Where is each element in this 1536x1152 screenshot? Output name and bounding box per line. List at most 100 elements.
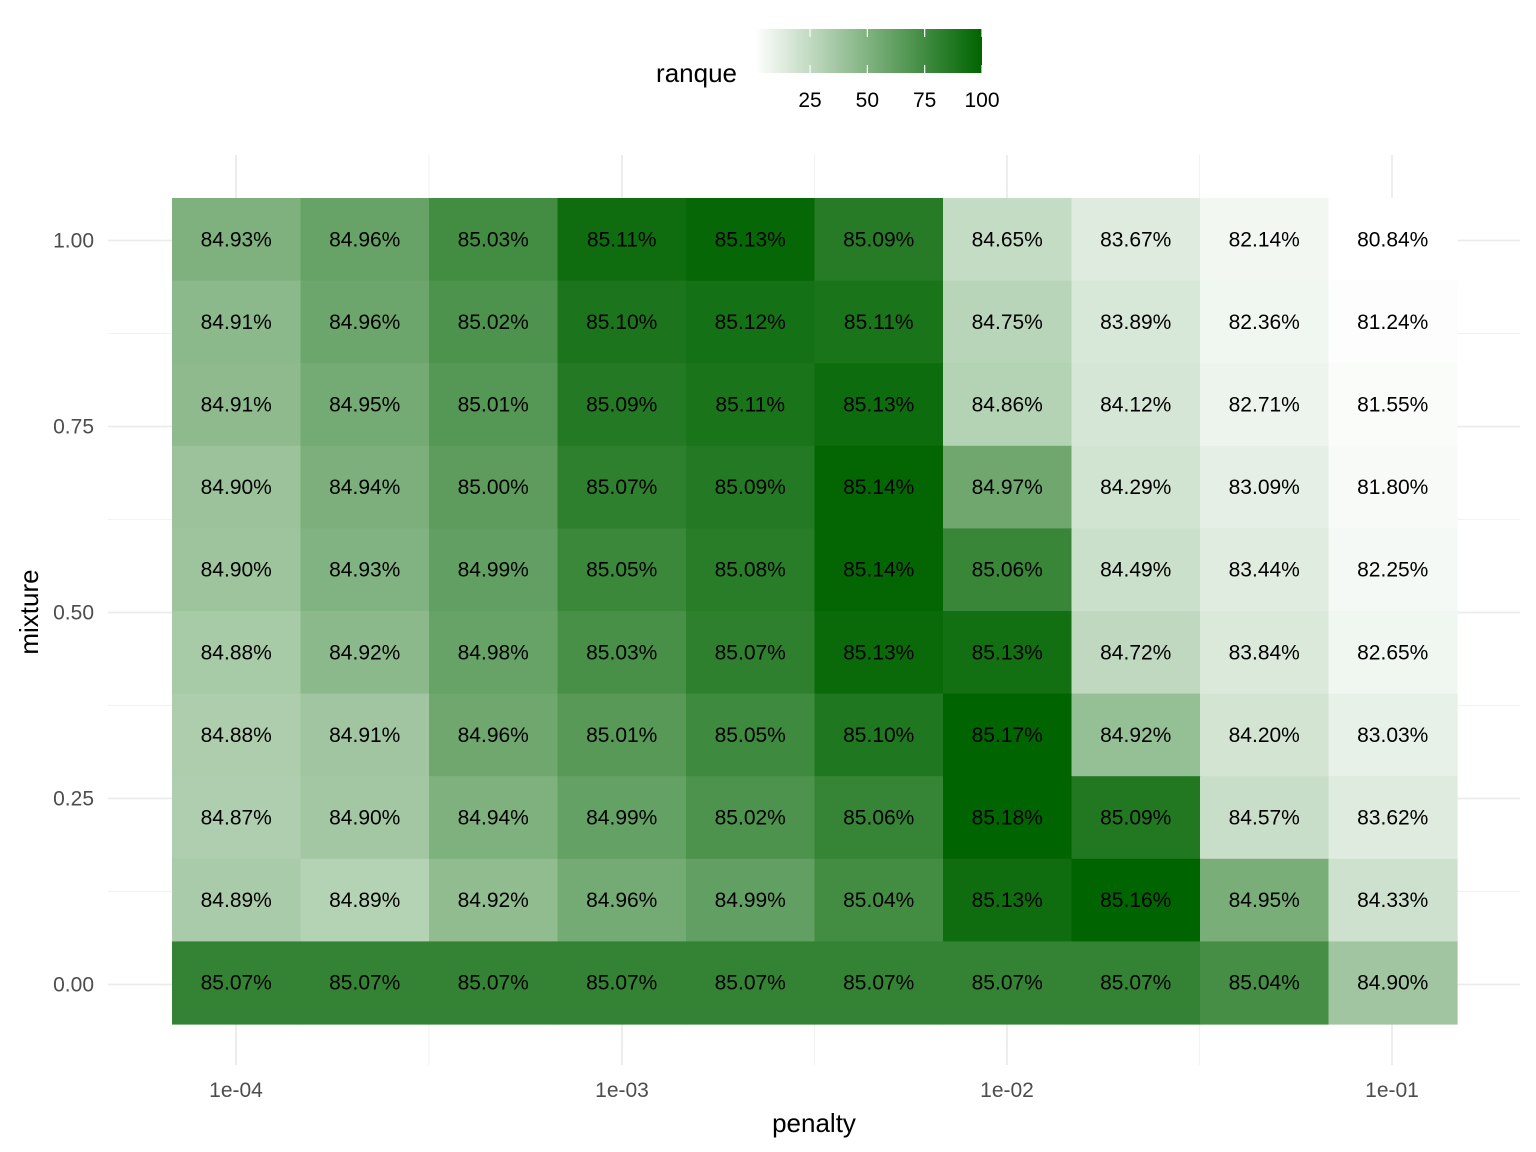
heatmap-cell <box>1328 693 1458 777</box>
cell-value-label: 85.07% <box>201 972 272 995</box>
cell-value-label: 84.88% <box>201 641 272 664</box>
cell-value-label: 84.88% <box>201 724 272 747</box>
y-tick-label: 0.50 <box>53 602 94 625</box>
cell-value-label: 85.03% <box>586 641 657 664</box>
heatmap-cell <box>172 858 302 942</box>
cell-value-label: 85.04% <box>1229 972 1300 995</box>
axes: penalty mixture 1e-04 1e-03 1e-02 1e-01 0.00… <box>14 230 1419 1139</box>
x-tick-label: 1e-02 <box>980 1079 1034 1102</box>
y-tick-label: 0.25 <box>53 788 94 811</box>
heatmap-cell <box>1071 693 1201 777</box>
heatmap-cell <box>429 363 559 447</box>
heatmap-cell <box>557 693 687 777</box>
heatmap-cell <box>172 445 302 529</box>
cell-value-label: 85.07% <box>586 476 657 499</box>
cell-value-label: 84.99% <box>715 889 786 912</box>
heatmap-cell <box>686 941 816 1025</box>
heatmap-cell <box>557 611 687 695</box>
color-legend: ranque 25 50 75 100 <box>656 29 1000 112</box>
cell-value-label: 84.99% <box>458 559 529 582</box>
heatmap-cell <box>300 445 430 529</box>
heatmap-cell <box>300 941 430 1025</box>
heatmap-cell <box>429 858 559 942</box>
heatmap-cell <box>1071 198 1201 282</box>
cell-value-label: 84.95% <box>329 394 400 417</box>
heatmap-cell <box>1200 611 1330 695</box>
heatmap-cell <box>300 693 430 777</box>
cell-value-label: 85.02% <box>458 311 529 334</box>
heatmap-cell <box>429 280 559 364</box>
cell-value-label: 84.92% <box>329 641 400 664</box>
cell-value-label: 85.18% <box>972 807 1043 830</box>
cell-value-label: 85.07% <box>972 972 1043 995</box>
cell-value-label: 84.33% <box>1357 889 1428 912</box>
heatmap-cell <box>300 611 430 695</box>
cell-value-label: 85.05% <box>586 559 657 582</box>
cell-value-label: 85.07% <box>715 972 786 995</box>
heatmap-cell <box>1328 776 1458 860</box>
heatmap-cell <box>172 941 302 1025</box>
cell-value-label: 85.17% <box>972 724 1043 747</box>
cell-value-label: 82.36% <box>1229 311 1300 334</box>
heatmap-cell <box>943 280 1073 364</box>
heatmap-cell <box>1328 363 1458 447</box>
heatmap-cell <box>1071 445 1201 529</box>
cell-value-label: 84.86% <box>972 394 1043 417</box>
cell-value-label: 84.91% <box>201 311 272 334</box>
heatmap-cell <box>686 858 816 942</box>
x-axis-title: penalty <box>772 1108 856 1138</box>
heatmap-cell <box>686 693 816 777</box>
cell-value-label: 84.65% <box>972 228 1043 251</box>
heatmap-cell <box>429 445 559 529</box>
heatmap-cell <box>686 528 816 612</box>
heatmap-cell <box>1200 693 1330 777</box>
cell-value-label: 84.49% <box>1100 559 1171 582</box>
heatmap-cell <box>814 363 944 447</box>
heatmap-cell <box>1328 445 1458 529</box>
cell-value-label: 85.05% <box>715 724 786 747</box>
y-tick-label: 0.00 <box>53 974 94 997</box>
heatmap-cell <box>943 611 1073 695</box>
cell-value-label: 84.96% <box>586 889 657 912</box>
heatmap-cell <box>1200 445 1330 529</box>
heatmap-cell <box>943 528 1073 612</box>
heatmap-cell <box>1328 528 1458 612</box>
cell-value-label: 80.84% <box>1357 228 1428 251</box>
cell-value-label: 84.90% <box>329 807 400 830</box>
heatmap-cell <box>814 776 944 860</box>
cell-value-label: 83.03% <box>1357 724 1428 747</box>
heatmap-cell <box>429 528 559 612</box>
heatmap-cell <box>1071 528 1201 612</box>
cell-value-label: 83.89% <box>1100 311 1171 334</box>
cell-value-label: 83.62% <box>1357 807 1428 830</box>
heatmap-cell <box>429 776 559 860</box>
cell-value-label: 85.09% <box>843 228 914 251</box>
heatmap-cell <box>172 198 302 282</box>
cell-value-label: 81.80% <box>1357 476 1428 499</box>
heatmap-cell <box>814 611 944 695</box>
legend-tick-label: 25 <box>798 89 821 112</box>
heatmap-cell <box>557 280 687 364</box>
heatmap-cell <box>1071 280 1201 364</box>
cell-value-label: 81.55% <box>1357 394 1428 417</box>
cell-value-label: 82.71% <box>1229 394 1300 417</box>
heatmap-cell <box>686 280 816 364</box>
heatmap-cell <box>557 363 687 447</box>
cell-value-label: 85.14% <box>843 476 914 499</box>
cell-value-label: 85.14% <box>843 559 914 582</box>
heatmap-cell <box>1200 776 1330 860</box>
heatmap-cell <box>814 941 944 1025</box>
heatmap-cell <box>172 776 302 860</box>
cell-value-label: 85.06% <box>972 559 1043 582</box>
cell-value-label: 84.20% <box>1229 724 1300 747</box>
cell-value-label: 85.02% <box>715 807 786 830</box>
heatmap-cell <box>1200 363 1330 447</box>
heatmap-cell <box>814 693 944 777</box>
cell-value-label: 84.89% <box>201 889 272 912</box>
heatmap-cell <box>1200 280 1330 364</box>
cell-value-label: 84.90% <box>1357 972 1428 995</box>
cell-value-label: 82.25% <box>1357 559 1428 582</box>
cell-value-label: 84.91% <box>329 724 400 747</box>
cell-value-label: 85.08% <box>715 559 786 582</box>
legend-tick-label: 50 <box>856 89 879 112</box>
